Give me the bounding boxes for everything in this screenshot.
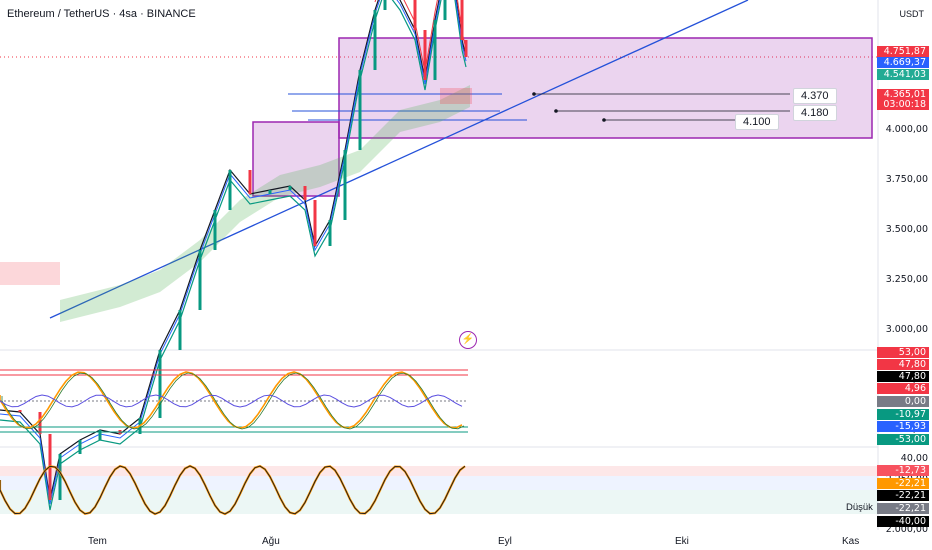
osc2-signal (0, 465, 466, 515)
candle (98, 430, 102, 440)
trendline (49, 0, 749, 319)
value-tag: 53,00 (877, 347, 929, 358)
level-label[interactable]: 4.370 (793, 88, 837, 104)
candle (78, 440, 82, 454)
candle (268, 190, 272, 194)
candle (288, 186, 292, 190)
value-tag: 4.751,87 (877, 46, 929, 57)
osc2-overbought (0, 466, 878, 476)
level-anchor (532, 92, 536, 96)
extreme-label: Düşük (846, 501, 873, 513)
value-tag: -40,00 (877, 516, 929, 527)
osc2-top-label: 40,00 (900, 453, 928, 464)
osc1-line (0, 371, 463, 429)
price-tick-label[interactable]: 4.000,00 (885, 124, 928, 135)
ma-red-line (374, 0, 467, 73)
candle (18, 410, 22, 412)
level-label[interactable]: 4.180 (793, 105, 837, 121)
time-tick-label[interactable]: Kas (842, 536, 860, 547)
candle (460, 0, 464, 40)
candle (328, 220, 332, 246)
cloud-area-red (0, 262, 60, 285)
cloud-area (60, 85, 470, 322)
candle (213, 210, 217, 250)
time-tick-label[interactable]: Ağu (262, 536, 280, 547)
candle (433, 20, 437, 80)
value-tag: -22,21 (877, 490, 929, 501)
value-tag: 47,80 (877, 359, 929, 370)
candle (303, 186, 307, 200)
price-tick-label[interactable]: 3.500,00 (885, 224, 928, 235)
value-tag: -12,73 (877, 465, 929, 476)
osc1-histogram (0, 394, 463, 408)
candle (198, 250, 202, 310)
candle (443, 0, 447, 20)
price-tick-label[interactable]: 2.000,00 (885, 524, 928, 535)
value-tag: -22,21 (877, 478, 929, 489)
candle (178, 310, 182, 350)
value-tag: -10,97 (877, 409, 929, 420)
lightning-icon[interactable]: ⚡ (459, 331, 477, 349)
osc2-band (0, 476, 878, 490)
candle (464, 40, 468, 57)
value-tag: 03:00:18 (877, 99, 929, 110)
candle (248, 170, 252, 194)
value-tag: 4,96 (877, 383, 929, 394)
ma-blue-line (0, 0, 467, 505)
candle (158, 350, 162, 418)
candle (358, 70, 362, 150)
candle (373, 10, 377, 70)
price-tick-label[interactable]: 3.750,00 (885, 174, 928, 185)
candle (343, 150, 347, 220)
cloud-area-red (440, 88, 472, 104)
value-tag: -53,00 (877, 434, 929, 445)
time-tick-label[interactable]: Eyl (498, 536, 512, 547)
value-tag: -15,93 (877, 421, 929, 432)
candle (413, 0, 417, 30)
value-tag: 0,00 (877, 396, 929, 407)
range-box-small (252, 121, 340, 197)
candle (383, 0, 387, 10)
value-tag: 4.541,03 (877, 69, 929, 80)
level-label[interactable]: 4.100 (735, 114, 779, 130)
candle (228, 170, 232, 210)
candle (58, 454, 62, 500)
osc1-signal (1, 372, 465, 430)
currency-label[interactable]: USDT (899, 9, 925, 19)
price-tick-label[interactable]: 3.000,00 (885, 324, 928, 335)
value-tag: 47,80 (877, 371, 929, 382)
level-anchor (602, 118, 606, 122)
symbol-title[interactable]: Ethereum / TetherUS · 4sa · BINANCE (7, 8, 196, 20)
value-tag: 4.365,01 (877, 89, 929, 100)
time-tick-label[interactable]: Tem (88, 536, 107, 547)
level-anchor (554, 109, 558, 113)
value-tag: -22,21 (877, 503, 929, 514)
ma-green-line (0, 0, 467, 511)
price-line (0, 0, 467, 501)
value-tag: 4.669,37 (877, 57, 929, 68)
time-tick-label[interactable]: Eki (675, 536, 689, 547)
price-tick-label[interactable]: 3.250,00 (885, 274, 928, 285)
candle (423, 30, 427, 80)
candle (313, 200, 317, 246)
